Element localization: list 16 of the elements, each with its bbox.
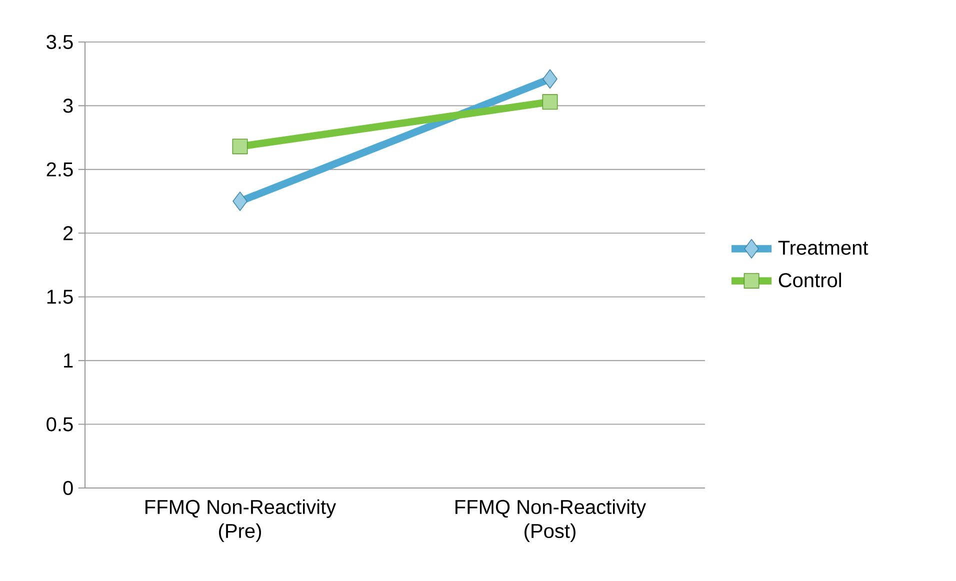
point [542,94,558,110]
y-tick-label: 2.5 [46,162,73,176]
y-tick-label: 1 [64,354,73,368]
y-tick-label: 3.5 [46,34,73,50]
y-tick-label: 0 [63,480,73,496]
y-tick-label: 3 [63,98,73,113]
point [232,138,248,154]
point [232,192,248,212]
x-tick-label: FFMQ Non-Reactivity (Pre) [146,499,336,542]
legend-label: Treatment [778,240,868,255]
y-tick-label: 0.5 [46,417,73,432]
y-tick-label: 2 [64,226,73,240]
x-tick-label: FFMQ Non-Reactivity (Post) [456,499,646,542]
point [542,69,558,89]
legend-label: Control [778,272,841,288]
y-tick-label: 1.5 [47,290,73,304]
